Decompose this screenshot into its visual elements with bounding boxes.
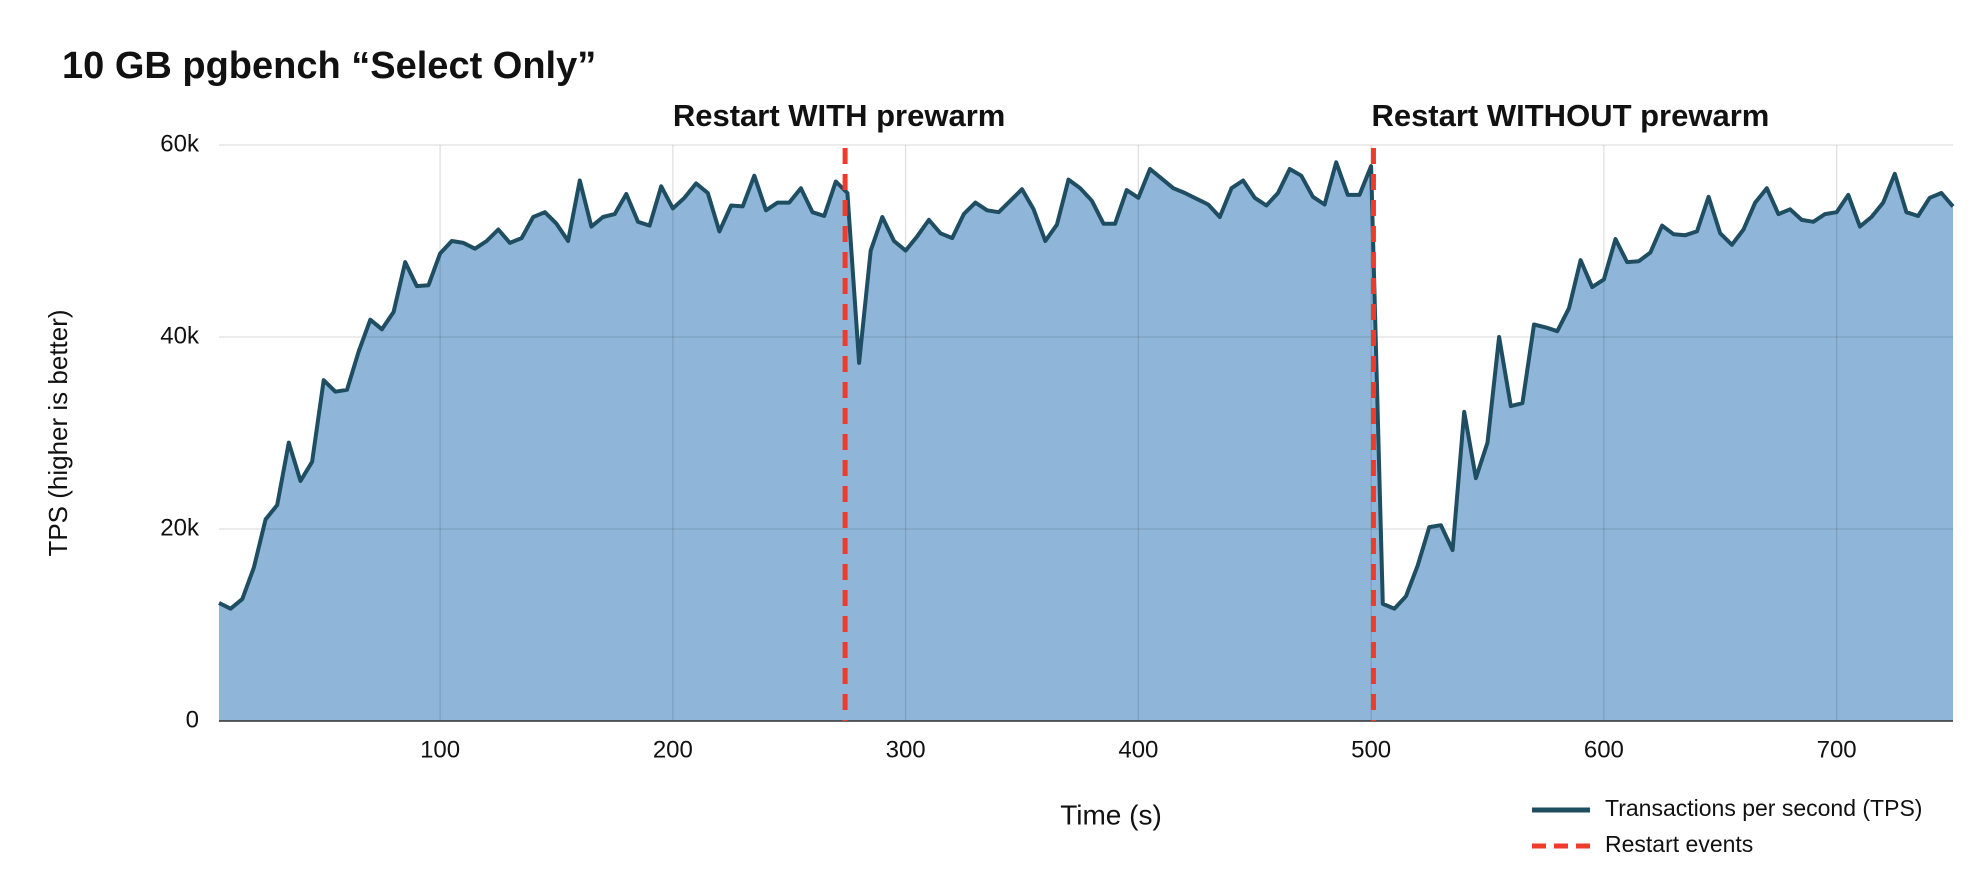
y-tick-label: 40k bbox=[160, 322, 200, 349]
annotation: Restart WITHOUT prewarm bbox=[1371, 98, 1769, 133]
y-tick-label: 0 bbox=[186, 706, 199, 733]
x-tick-label: 400 bbox=[1118, 736, 1158, 763]
legend-label: Transactions per second (TPS) bbox=[1605, 795, 1922, 821]
x-axis-label: Time (s) bbox=[1060, 799, 1162, 830]
y-tick-label: 60k bbox=[160, 130, 200, 157]
y-axis-label: TPS (higher is better) bbox=[43, 309, 73, 556]
annotation: Restart WITH prewarm bbox=[673, 98, 1005, 133]
area bbox=[219, 162, 1953, 722]
y-tick-label: 20k bbox=[160, 514, 200, 541]
x-tick-label: 300 bbox=[886, 736, 926, 763]
chart-title: 10 GB pgbench “Select Only” bbox=[62, 45, 596, 87]
line bbox=[218, 160, 1955, 611]
x-tick-label: 100 bbox=[420, 736, 460, 763]
x-tick-label: 200 bbox=[653, 736, 693, 763]
legend-label: Restart events bbox=[1605, 831, 1753, 857]
x-tick-label: 600 bbox=[1584, 736, 1624, 763]
x-tick-label: 700 bbox=[1817, 736, 1857, 763]
x-tick-label: 500 bbox=[1351, 736, 1391, 763]
